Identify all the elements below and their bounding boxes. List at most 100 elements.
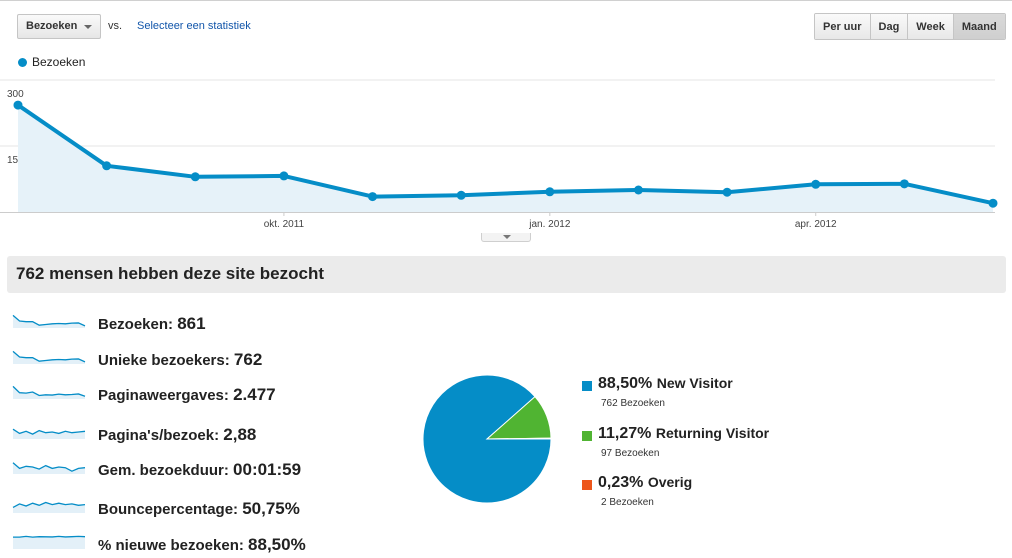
period-week-button[interactable]: Week [908, 14, 954, 39]
sparkline-line [12, 350, 86, 363]
top-divider [0, 0, 1012, 1]
sparkline-chart [13, 535, 86, 549]
series-line [16, 103, 994, 206]
legend-swatch-icon [582, 381, 592, 391]
data-point[interactable] [368, 192, 378, 202]
metric-label: Gem. bezoekduur: 00:01:59 [98, 460, 301, 480]
sparkline-area [13, 536, 85, 549]
pie-slice[interactable] [422, 374, 552, 504]
sparkline-area [13, 502, 85, 513]
pie-legend-count: 762 Bezoeken [601, 398, 665, 409]
pie-legend-label: 0,23% Overig [598, 474, 692, 492]
data-point[interactable] [456, 190, 466, 200]
data-point[interactable] [190, 172, 200, 182]
pie-legend-label: 88,50% New Visitor [598, 375, 733, 393]
sparkline-area [13, 315, 85, 328]
metric-name: Gem. bezoekduur: [98, 462, 234, 479]
metric-label: % nieuwe bezoeken: 88,50% [98, 535, 306, 555]
sparkline-line [12, 501, 86, 508]
sparkline-line [12, 385, 86, 397]
pie-legend-name: Overig [647, 474, 693, 490]
metric-row[interactable]: Unieke bezoekers: 762 [12, 342, 392, 372]
data-point[interactable] [102, 161, 112, 171]
metric-value: 762 [233, 350, 263, 369]
data-point[interactable] [899, 179, 909, 189]
metric-row[interactable]: Gem. bezoekduur: 00:01:59 [12, 452, 392, 482]
metric-row[interactable]: Paginaweergaves: 2.477 [12, 377, 392, 407]
data-point[interactable] [722, 187, 732, 197]
sparkline-area [13, 351, 85, 364]
legend-swatch-icon [582, 431, 592, 441]
legend-label: Bezoeken [32, 55, 86, 69]
pie-slice[interactable] [486, 437, 552, 440]
sparkline-chart [12, 428, 86, 439]
y-tick-label: 150 [7, 155, 24, 166]
chart-legend: Bezoeken [18, 55, 85, 69]
pie-legend-pct: 11,27% [598, 425, 656, 442]
pie-legend-name: New Visitor [656, 375, 733, 391]
pie-legend-count: 2 Bezoeken [601, 497, 654, 508]
metric-name: Unieke bezoekers: [98, 352, 234, 369]
period-hour-button[interactable]: Per uur [815, 14, 871, 39]
legend-dot-icon [18, 57, 27, 67]
metric-value: 88,50% [248, 535, 306, 554]
metric-row[interactable]: Bezoeken: 861 [12, 306, 392, 336]
metric-row[interactable]: Pagina's/bezoek: 2,88 [12, 417, 392, 447]
metric-name: Bezoeken: [98, 316, 178, 333]
sparkline-line [12, 462, 86, 472]
metric-label: Unieke bezoekers: 762 [98, 350, 262, 370]
metric-row[interactable]: % nieuwe bezoeken: 88,50% [12, 527, 392, 557]
pie-legend-count: 97 Bezoeken [601, 448, 660, 459]
data-point[interactable] [545, 187, 555, 197]
legend-swatch-icon [582, 480, 592, 490]
sparkline-chart [12, 501, 86, 513]
period-day-button[interactable]: Dag [870, 14, 909, 39]
pie-legend-label: 11,27% Returning Visitor [598, 425, 769, 443]
chevron-down-icon [503, 235, 511, 239]
y-tick-label: 300 [7, 89, 24, 100]
pie-legend-name: Returning Visitor [655, 425, 770, 441]
x-tick-label: jan. 2012 [528, 219, 571, 230]
data-point[interactable] [13, 100, 23, 110]
sparkline-chart [12, 314, 86, 328]
metric-value: 00:01:59 [233, 460, 302, 479]
sparkline-line [12, 314, 86, 327]
metric-name: Bouncepercentage: [98, 501, 243, 518]
metric-row[interactable]: Bouncepercentage: 50,75% [12, 491, 392, 521]
data-point[interactable] [633, 185, 643, 195]
period-toggle-group: Per uur Dag Week Maand [814, 13, 1006, 40]
metric-label: Bezoeken: 861 [98, 314, 206, 334]
visits-line-chart: 300 150 okt. 2011 jan. 2012 apr. 2012 [0, 79, 998, 230]
metric-label: Paginaweergaves: 2.477 [98, 385, 276, 405]
chart-resize-handle[interactable] [481, 233, 531, 242]
visitor-type-pie-chart [422, 374, 552, 504]
data-point[interactable] [279, 171, 289, 181]
metric-label: Pagina's/bezoek: 2,88 [98, 425, 256, 445]
sparkline-line [12, 428, 86, 435]
sparkline-chart [12, 350, 86, 364]
pie-legend-pct: 88,50% [598, 375, 657, 392]
sparkline-area [13, 462, 85, 474]
metric-select-value: Bezoeken [26, 20, 78, 32]
sparkline-line [13, 535, 86, 538]
data-point[interactable] [988, 198, 998, 208]
metric-value: 2,88 [223, 425, 257, 444]
chevron-down-icon [84, 25, 92, 29]
sparkline-area [13, 429, 85, 439]
sparkline-area [13, 386, 85, 399]
select-compare-metric-link[interactable]: Selecteer een statistiek [137, 20, 251, 32]
summary-title: 762 mensen hebben deze site bezocht [16, 264, 324, 283]
metric-label: Bouncepercentage: 50,75% [98, 499, 300, 519]
metric-value: 861 [177, 314, 206, 333]
metric-select-dropdown[interactable]: Bezoeken [17, 14, 101, 39]
data-point[interactable] [811, 179, 821, 189]
metric-name: Paginaweergaves: [98, 387, 234, 404]
metric-name: Pagina's/bezoek: [98, 427, 224, 444]
sparkline-chart [12, 385, 86, 399]
metric-value: 2.477 [233, 385, 276, 404]
summary-bar: 762 mensen hebben deze site bezocht [7, 256, 1006, 293]
metric-name: % nieuwe bezoeken: [98, 537, 249, 554]
vs-label: vs. [108, 20, 123, 32]
sparkline-chart [12, 462, 86, 474]
period-month-button[interactable]: Maand [953, 14, 1005, 39]
